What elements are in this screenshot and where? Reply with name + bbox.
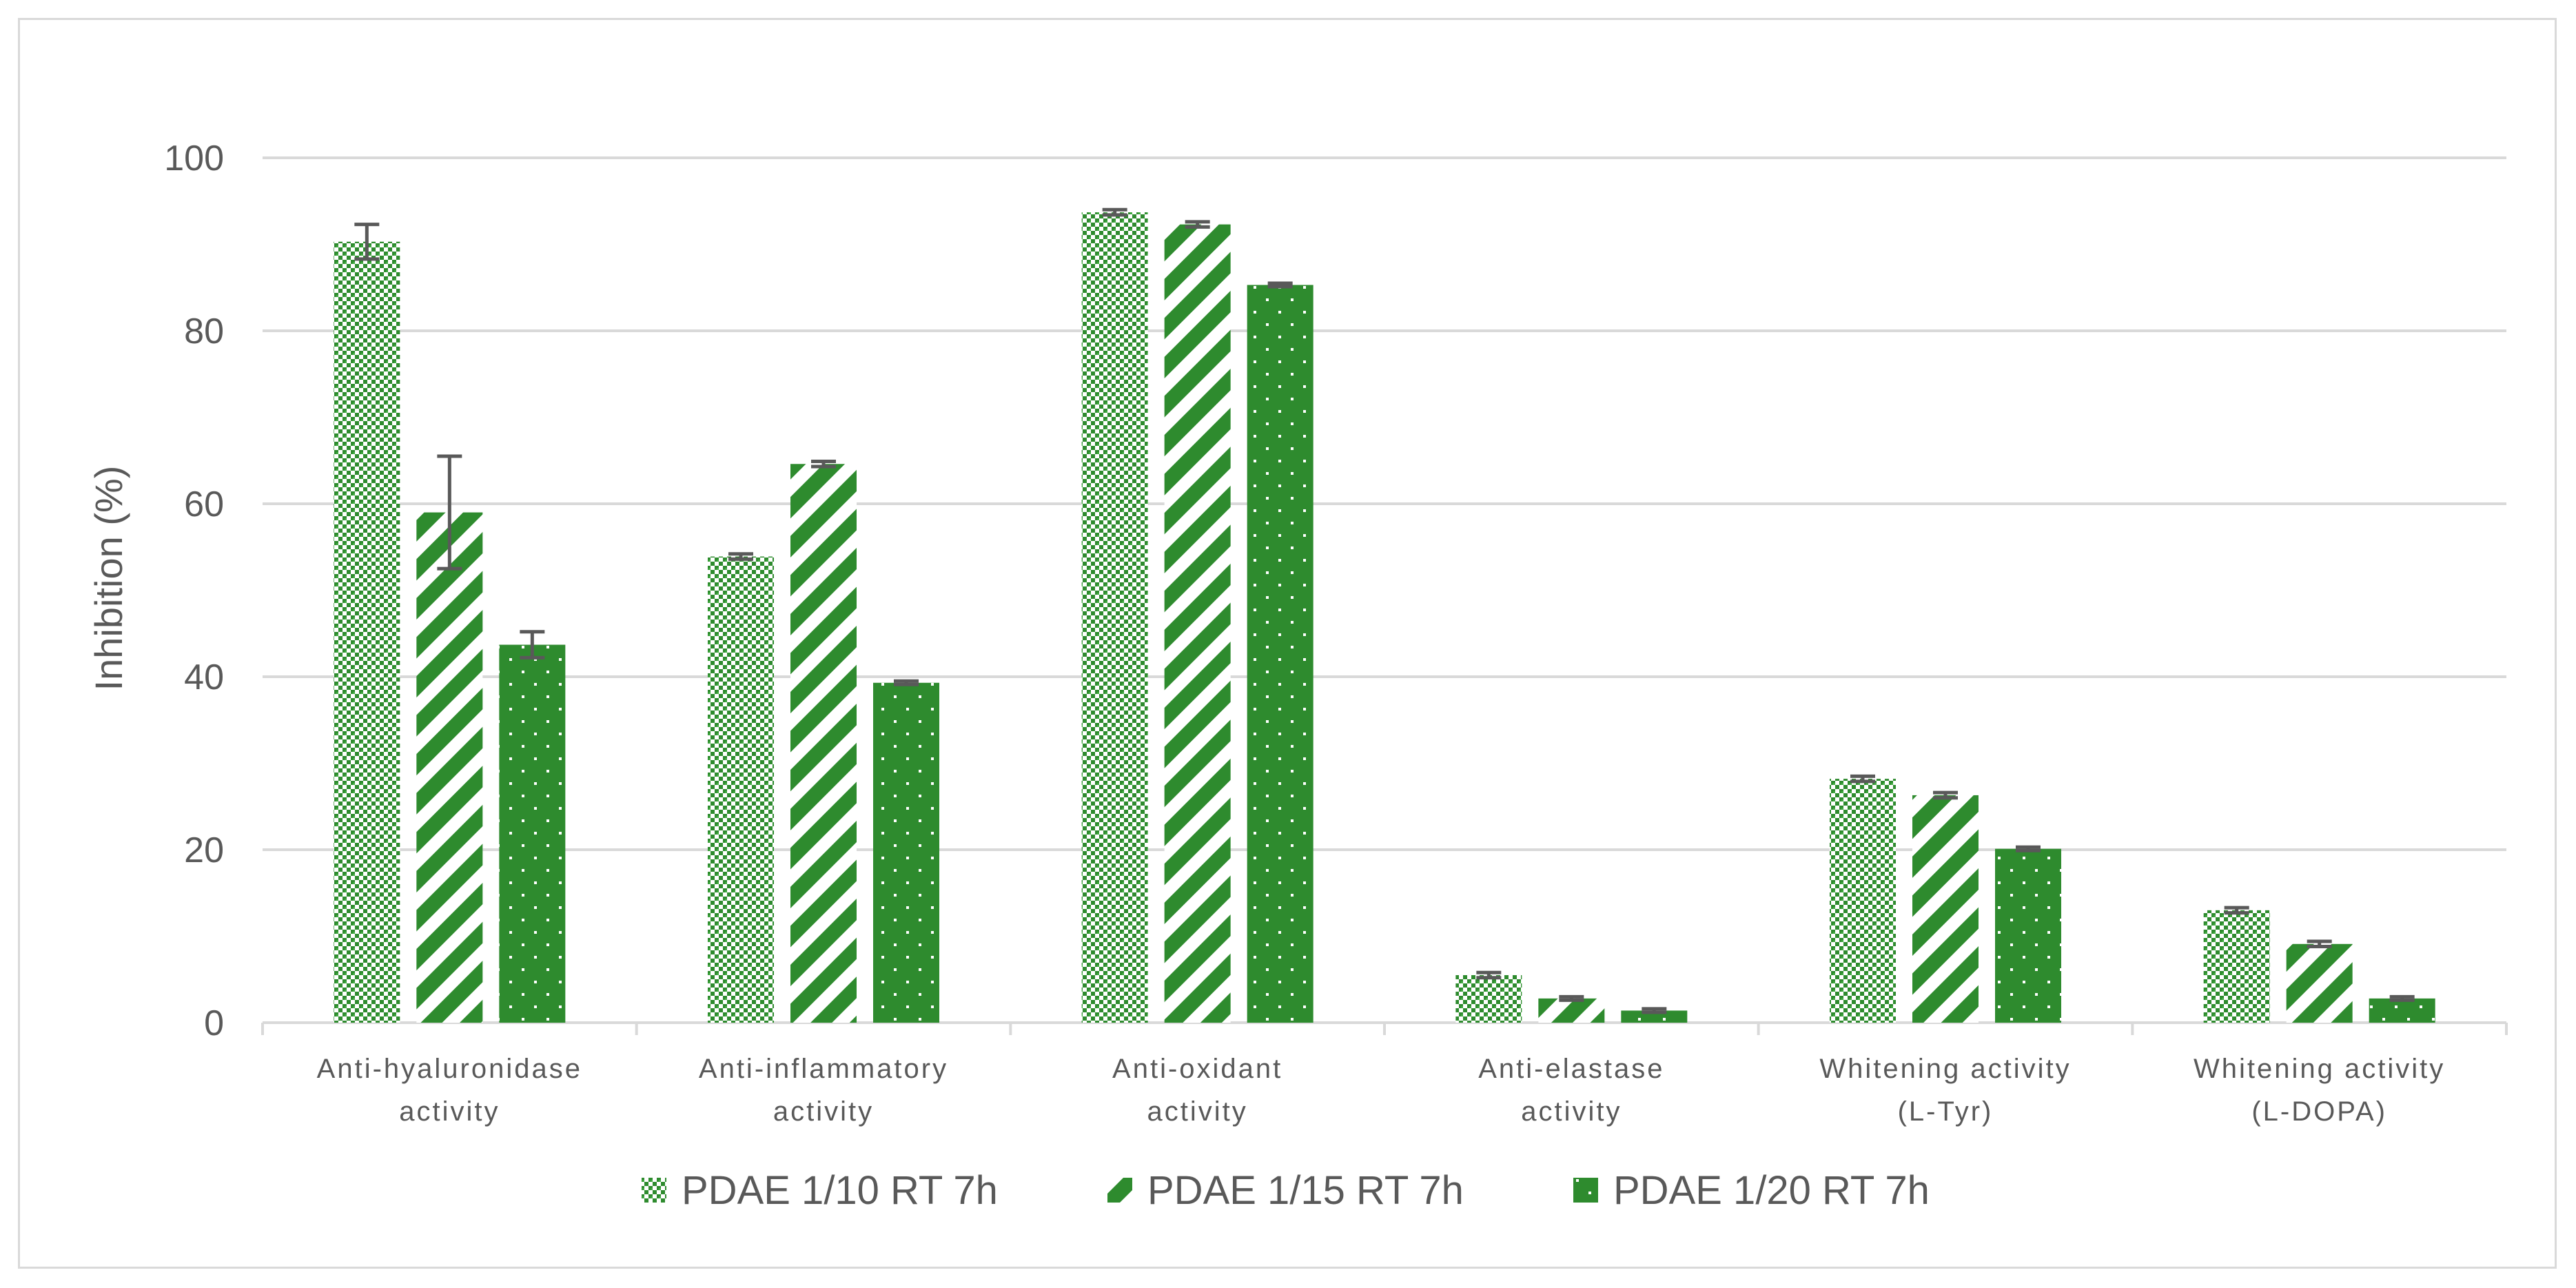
axes <box>261 1021 2508 1035</box>
legend-item: PDAE 1/20 RT 7h <box>1573 1168 1930 1213</box>
x-tick-label: Whitening activity <box>2194 1054 2445 1084</box>
x-tick-label: Anti-inflammatory <box>699 1054 948 1084</box>
bar <box>2369 998 2435 1023</box>
bar <box>1164 224 1231 1023</box>
bar <box>1081 212 1148 1023</box>
y-axis-title: Inhibition (%) <box>87 466 130 691</box>
x-tick-label: activity <box>773 1096 874 1127</box>
x-tick-label: Anti-oxidant <box>1112 1054 1282 1084</box>
legend: PDAE 1/10 RT 7h PDAE 1/15 RT 7h PDAE 1/20 … <box>642 1168 1930 1213</box>
legend-label: PDAE 1/15 RT 7h <box>1147 1168 1464 1213</box>
y-tick-label: 20 <box>184 830 224 870</box>
bars <box>334 212 2435 1023</box>
x-tick-label: activity <box>1521 1096 1622 1127</box>
x-tick-label: activity <box>1147 1096 1248 1127</box>
bar <box>334 241 400 1023</box>
legend-swatch <box>1107 1178 1132 1203</box>
error-bars <box>354 207 2415 1014</box>
x-tick-label: activity <box>399 1096 500 1127</box>
legend-label: PDAE 1/10 RT 7h <box>682 1168 998 1213</box>
bar <box>416 512 483 1023</box>
bar <box>1455 974 1522 1023</box>
bar <box>2286 943 2353 1023</box>
x-tick-label: Anti-elastase <box>1478 1054 1664 1084</box>
bar <box>499 644 566 1023</box>
y-tick-label: 60 <box>184 484 224 524</box>
y-tick-label: 80 <box>184 311 224 351</box>
y-tick-label: 40 <box>184 657 224 697</box>
bar <box>873 682 939 1023</box>
tick-labels: 0 20 40 60 80 100 Anti-hyaluronidase activity An… <box>164 139 2445 1127</box>
legend-item: PDAE 1/10 RT 7h <box>642 1168 998 1213</box>
bar <box>2203 910 2270 1023</box>
bar <box>1995 848 2061 1023</box>
y-tick-label: 100 <box>164 139 224 178</box>
bar <box>1247 285 1313 1023</box>
bar <box>1621 1010 1688 1023</box>
bar <box>1912 795 1979 1023</box>
bar <box>790 464 857 1023</box>
y-tick-label: 0 <box>204 1003 224 1043</box>
x-tick-label: Whitening activity <box>1819 1054 2071 1084</box>
x-tick-label: (L-Tyr) <box>1898 1096 1994 1127</box>
chart-frame: 0 20 40 60 80 100 Anti-hyaluronidase activity An… <box>18 18 2557 1269</box>
x-tick-label: Anti-hyaluronidase <box>317 1054 582 1084</box>
legend-label: PDAE 1/20 RT 7h <box>1613 1168 1930 1213</box>
legend-item: PDAE 1/15 RT 7h <box>1107 1168 1464 1213</box>
bar-chart: 0 20 40 60 80 100 Anti-hyaluronidase activity An… <box>87 139 2508 1213</box>
legend-swatch <box>1573 1178 1598 1203</box>
bar <box>708 556 774 1023</box>
bar <box>1538 998 1605 1023</box>
x-tick-label: (L-DOPA) <box>2251 1096 2387 1127</box>
bar <box>1830 779 1896 1023</box>
gridlines <box>263 156 2506 851</box>
legend-swatch <box>642 1178 666 1203</box>
